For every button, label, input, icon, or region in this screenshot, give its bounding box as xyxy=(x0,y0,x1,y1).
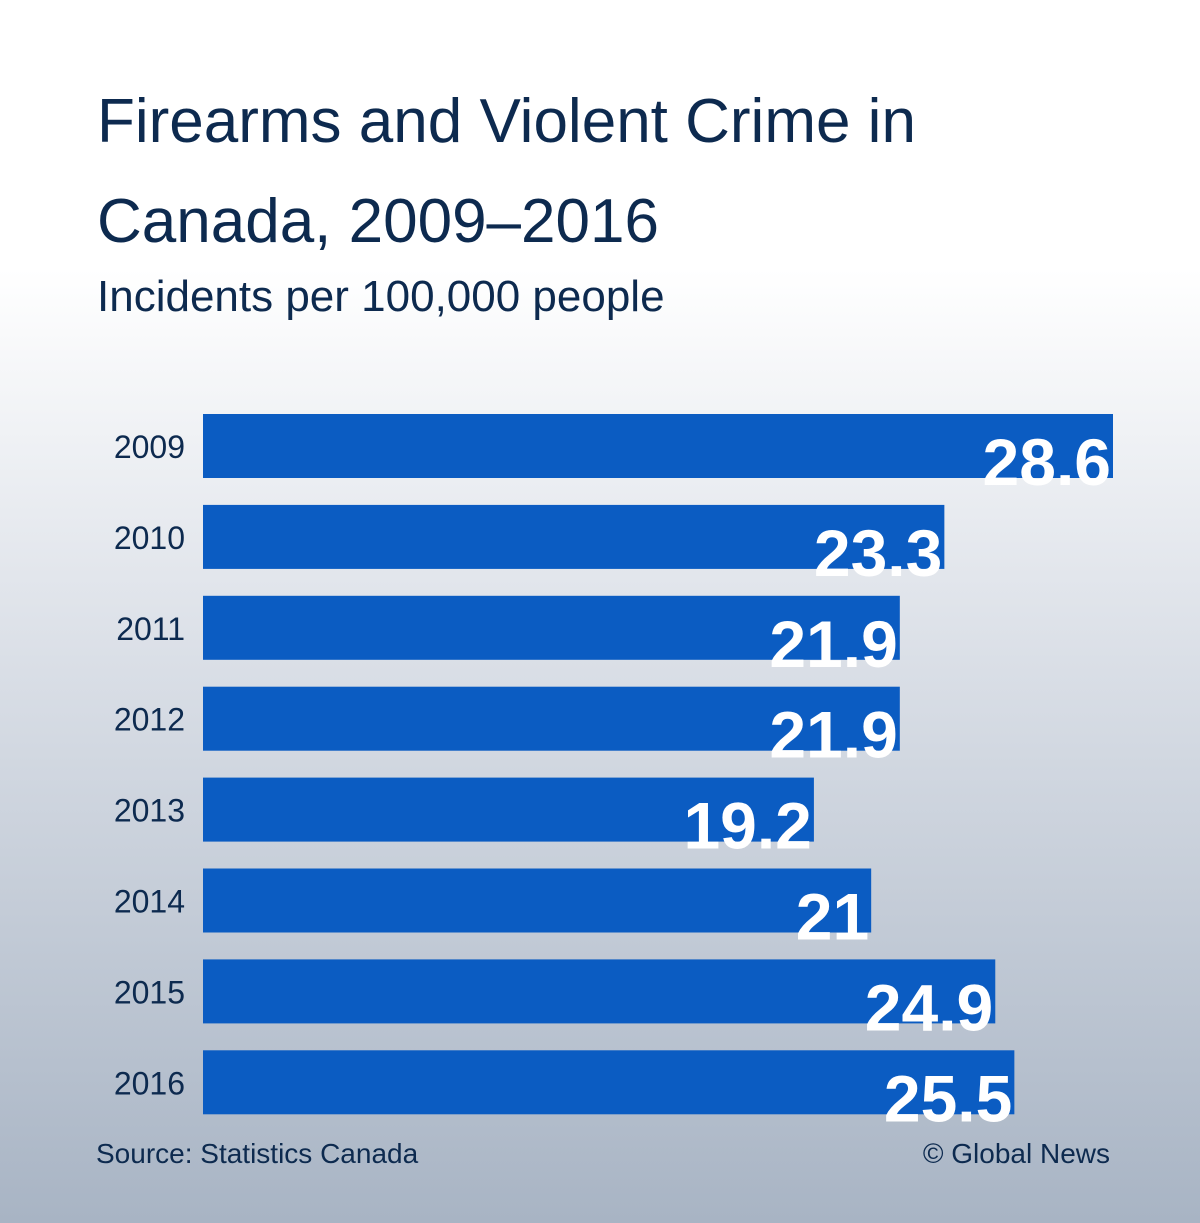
bar xyxy=(203,777,814,842)
value-label: 21.9 xyxy=(769,698,897,772)
credit: © Global News xyxy=(922,1138,1110,1169)
value-label: 23.3 xyxy=(814,516,942,590)
value-label: 19.2 xyxy=(683,789,811,863)
y-tick-label: 2014 xyxy=(114,884,185,920)
y-tick-label: 2013 xyxy=(114,793,185,829)
value-label: 21.9 xyxy=(769,607,897,681)
y-tick-label: 2016 xyxy=(114,1065,185,1101)
value-label: 28.6 xyxy=(983,425,1111,499)
y-tick-label: 2011 xyxy=(116,611,185,647)
y-tick-label: 2015 xyxy=(114,974,185,1010)
bar xyxy=(203,686,900,751)
bar xyxy=(203,504,945,569)
bar xyxy=(203,414,1113,478)
y-tick-label: 2010 xyxy=(114,520,185,556)
bar xyxy=(203,868,872,933)
source: Source: Statistics Canada xyxy=(96,1138,419,1169)
value-label: 24.9 xyxy=(865,970,993,1044)
chart-subtitle: Incidents per 100,000 people xyxy=(97,272,665,321)
y-tick-label: 2012 xyxy=(114,702,185,738)
chart-title: Firearms and Violent Crime in Canada, 20… xyxy=(97,87,916,256)
y-tick-label: 2009 xyxy=(114,429,185,465)
bar xyxy=(203,1050,1015,1115)
value-label: 21 xyxy=(796,880,869,954)
value-label: 25.5 xyxy=(884,1061,1012,1135)
bar xyxy=(203,595,900,660)
bar xyxy=(203,959,996,1024)
